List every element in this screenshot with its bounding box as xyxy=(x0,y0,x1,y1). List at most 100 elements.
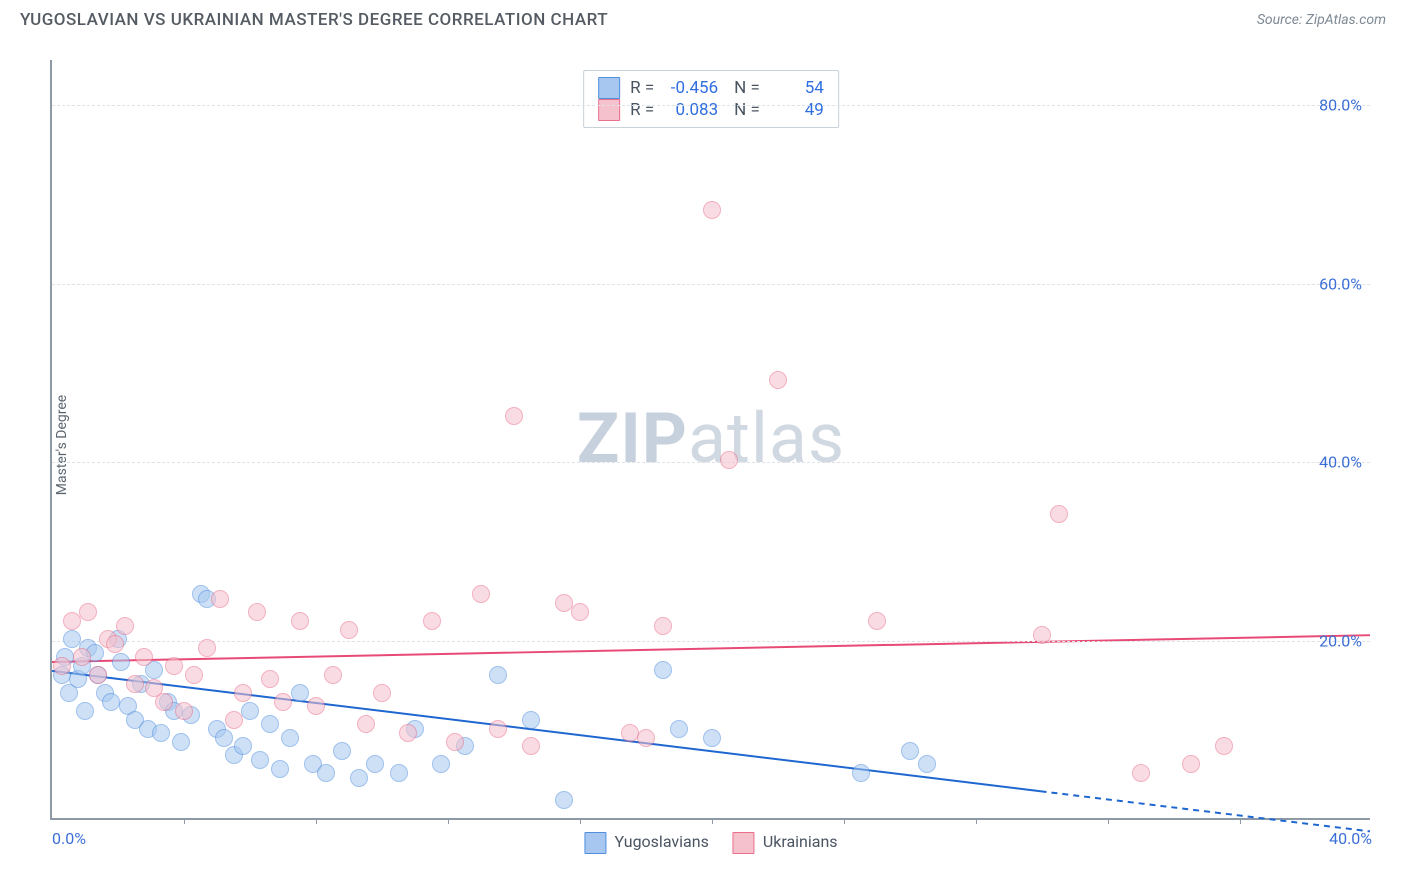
trend-line xyxy=(52,635,1370,662)
scatter-point-ukrainians xyxy=(621,724,639,742)
scatter-point-ukrainians xyxy=(446,733,464,751)
scatter-point-yugoslavians xyxy=(152,724,170,742)
scatter-point-ukrainians xyxy=(505,407,523,425)
scatter-point-yugoslavians xyxy=(215,729,233,747)
scatter-point-yugoslavians xyxy=(261,715,279,733)
scatter-point-yugoslavians xyxy=(670,720,688,738)
scatter-point-yugoslavians xyxy=(102,693,120,711)
scatter-point-yugoslavians xyxy=(366,755,384,773)
n-label: N = xyxy=(734,78,760,98)
scatter-point-yugoslavians xyxy=(251,751,269,769)
scatter-point-yugoslavians xyxy=(317,764,335,782)
plot-area: ZIPatlas R = -0.456 N = 54 R = 0.083 N =… xyxy=(50,60,1370,820)
source-name: ZipAtlas.com xyxy=(1306,12,1386,28)
legend-swatch-yugoslavians xyxy=(584,832,606,854)
x-tick-label: 40.0% xyxy=(1329,829,1372,848)
scatter-point-ukrainians xyxy=(522,737,540,755)
scatter-point-yugoslavians xyxy=(112,653,130,671)
gridline-h xyxy=(52,462,1370,463)
scatter-point-ukrainians xyxy=(89,666,107,684)
watermark-bold: ZIP xyxy=(577,398,688,480)
scatter-point-ukrainians xyxy=(73,648,91,666)
r-value-yugoslavians: -0.456 xyxy=(664,78,718,98)
scatter-point-ukrainians xyxy=(1182,755,1200,773)
series-legend: Yugoslavians Ukrainians xyxy=(584,832,837,854)
scatter-point-yugoslavians xyxy=(522,711,540,729)
scatter-point-yugoslavians xyxy=(918,755,936,773)
watermark: ZIPatlas xyxy=(577,398,845,480)
scatter-point-ukrainians xyxy=(472,585,490,603)
scatter-point-yugoslavians xyxy=(654,661,672,679)
scatter-point-yugoslavians xyxy=(291,684,309,702)
scatter-point-yugoslavians xyxy=(390,764,408,782)
legend-row-yugoslavians: R = -0.456 N = 54 xyxy=(598,77,824,99)
scatter-point-ukrainians xyxy=(63,612,81,630)
x-tick xyxy=(184,818,185,824)
r-value-ukrainians: 0.083 xyxy=(664,100,718,120)
scatter-point-ukrainians xyxy=(399,724,417,742)
scatter-point-ukrainians xyxy=(637,729,655,747)
scatter-point-ukrainians xyxy=(307,697,325,715)
y-tick-label: 40.0% xyxy=(1319,453,1362,472)
scatter-point-ukrainians xyxy=(423,612,441,630)
scatter-point-yugoslavians xyxy=(281,729,299,747)
n-value-ukrainians: 49 xyxy=(770,100,824,120)
legend-row-ukrainians: R = 0.083 N = 49 xyxy=(598,99,824,121)
scatter-point-ukrainians xyxy=(291,612,309,630)
gridline-h xyxy=(52,284,1370,285)
n-value-yugoslavians: 54 xyxy=(770,78,824,98)
scatter-point-ukrainians xyxy=(1215,737,1233,755)
scatter-point-ukrainians xyxy=(1050,505,1068,523)
source-prefix: Source: xyxy=(1257,12,1306,28)
scatter-point-ukrainians xyxy=(135,648,153,666)
chart-title: YUGOSLAVIAN VS UKRAINIAN MASTER'S DEGREE… xyxy=(20,10,608,30)
x-tick-label: 0.0% xyxy=(52,829,86,848)
x-tick xyxy=(844,818,845,824)
gridline-h xyxy=(52,105,1370,106)
header-bar: YUGOSLAVIAN VS UKRAINIAN MASTER'S DEGREE… xyxy=(0,0,1406,36)
legend-item-yugoslavians: Yugoslavians xyxy=(584,832,708,854)
x-tick xyxy=(448,818,449,824)
scatter-point-yugoslavians xyxy=(489,666,507,684)
legend-swatch-ukrainians xyxy=(598,99,620,121)
scatter-point-ukrainians xyxy=(211,590,229,608)
scatter-point-ukrainians xyxy=(185,666,203,684)
scatter-point-yugoslavians xyxy=(432,755,450,773)
x-tick xyxy=(316,818,317,824)
scatter-point-ukrainians xyxy=(1132,764,1150,782)
scatter-point-ukrainians xyxy=(489,720,507,738)
correlation-legend: R = -0.456 N = 54 R = 0.083 N = 49 xyxy=(583,70,839,128)
watermark-light: atlas xyxy=(688,398,845,480)
gridline-h xyxy=(52,641,1370,642)
scatter-point-ukrainians xyxy=(198,639,216,657)
y-tick-label: 60.0% xyxy=(1319,274,1362,293)
trend-line xyxy=(1041,791,1371,831)
x-tick xyxy=(712,818,713,824)
y-tick-label: 20.0% xyxy=(1319,632,1362,651)
scatter-point-ukrainians xyxy=(373,684,391,702)
scatter-point-yugoslavians xyxy=(901,742,919,760)
source-attribution: Source: ZipAtlas.com xyxy=(1257,12,1386,28)
r-label: R = xyxy=(630,100,654,120)
x-tick xyxy=(1240,818,1241,824)
legend-swatch-yugoslavians xyxy=(598,77,620,99)
scatter-point-ukrainians xyxy=(155,693,173,711)
n-label: N = xyxy=(734,100,760,120)
scatter-point-yugoslavians xyxy=(333,742,351,760)
scatter-point-yugoslavians xyxy=(852,764,870,782)
scatter-point-ukrainians xyxy=(868,612,886,630)
x-tick xyxy=(976,818,977,824)
scatter-point-ukrainians xyxy=(248,603,266,621)
scatter-point-ukrainians xyxy=(165,657,183,675)
scatter-point-ukrainians xyxy=(274,693,292,711)
scatter-point-ukrainians xyxy=(654,617,672,635)
scatter-point-ukrainians xyxy=(555,594,573,612)
scatter-point-ukrainians xyxy=(357,715,375,733)
scatter-point-yugoslavians xyxy=(172,733,190,751)
scatter-point-ukrainians xyxy=(116,617,134,635)
scatter-point-yugoslavians xyxy=(350,769,368,787)
legend-swatch-ukrainians xyxy=(733,832,755,854)
scatter-point-ukrainians xyxy=(106,635,124,653)
scatter-point-yugoslavians xyxy=(234,737,252,755)
scatter-point-yugoslavians xyxy=(63,630,81,648)
